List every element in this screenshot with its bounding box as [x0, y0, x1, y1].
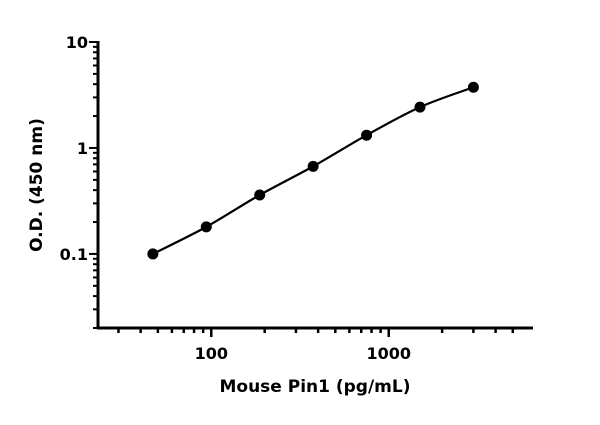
y-tick-label: 0.1 — [60, 245, 88, 264]
data-points — [147, 81, 479, 260]
tick-labels: 100 1000 0.1 1 10 — [60, 33, 411, 363]
data-point — [361, 129, 373, 141]
data-point — [200, 221, 212, 233]
x-tick-label: 1000 — [366, 344, 411, 363]
data-point — [467, 81, 479, 93]
axes — [89, 41, 533, 337]
y-tick-label: 10 — [66, 33, 88, 52]
x-tick-label: 100 — [195, 344, 228, 363]
data-point — [307, 160, 319, 172]
y-tick-label: 1 — [77, 139, 88, 158]
data-point — [254, 189, 266, 201]
x-axis-label: Mouse Pin1 (pg/mL) — [219, 377, 410, 397]
data-point — [147, 248, 159, 260]
y-axis-label: O.D. (450 nm) — [27, 118, 47, 252]
data-point — [414, 101, 426, 113]
